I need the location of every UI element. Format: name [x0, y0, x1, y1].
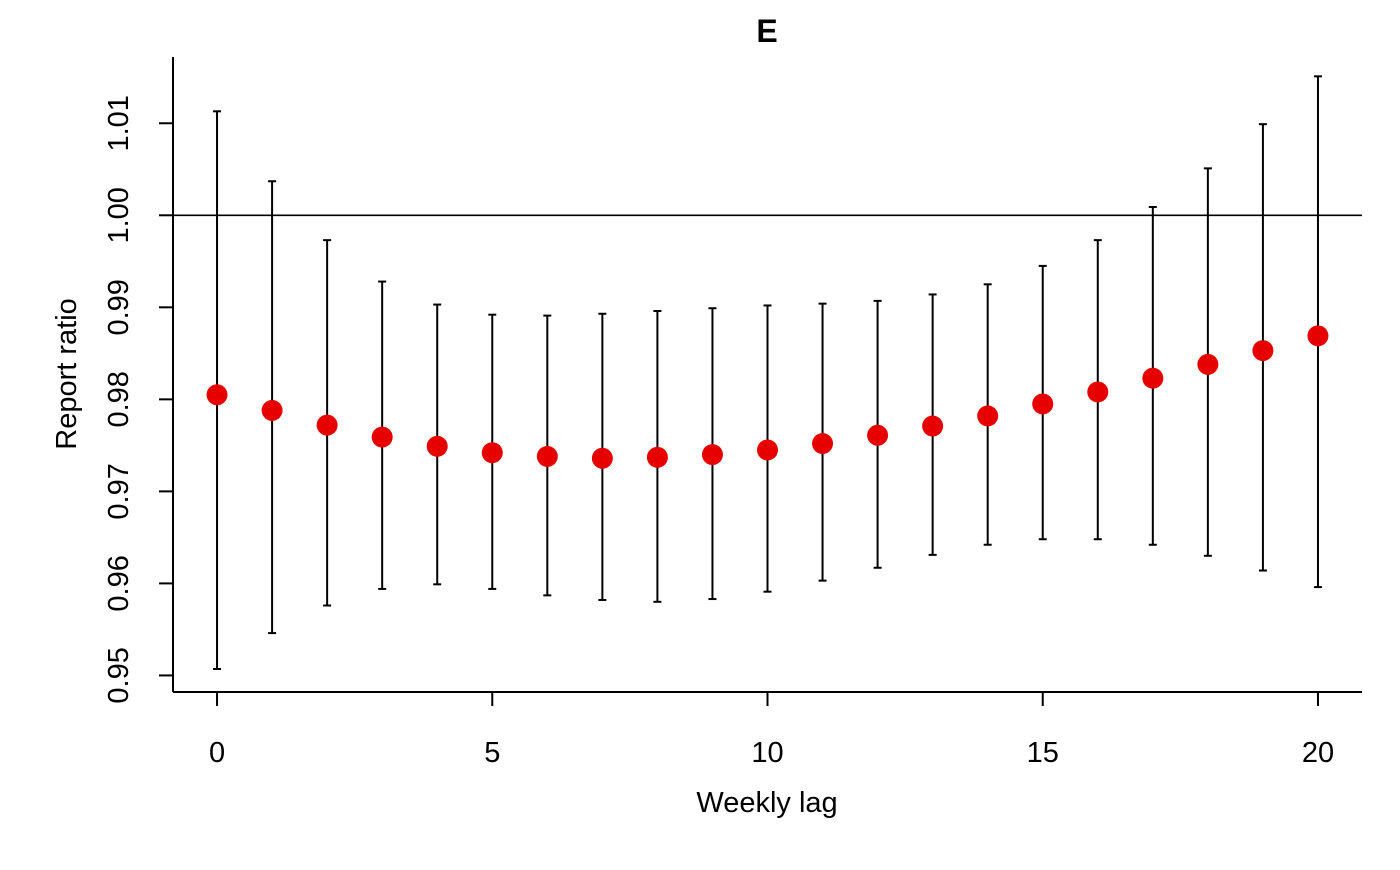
- data-point: [371, 426, 393, 448]
- data-point: [591, 447, 613, 469]
- y-tick-label: 0.95: [103, 647, 135, 703]
- data-point: [206, 384, 228, 406]
- data-point: [1087, 381, 1109, 403]
- x-tick-label: 5: [484, 737, 500, 769]
- data-point: [757, 439, 778, 461]
- y-tick-label: 1.00: [103, 187, 135, 243]
- data-point: [481, 442, 503, 464]
- x-ticks: 0 5 10 15 20: [209, 692, 1334, 769]
- x-tick-label: 20: [1302, 737, 1334, 769]
- data-point: [1142, 367, 1164, 389]
- data-point: [316, 414, 338, 436]
- data-point: [867, 424, 889, 446]
- data-point: [261, 399, 283, 421]
- y-tick-label: 0.96: [103, 555, 135, 611]
- data-point: [1307, 325, 1329, 347]
- y-ticks: 0.95 0.96 0.97 0.98 0.99 1.00 1.01: [103, 95, 173, 704]
- y-tick-label: 1.01: [103, 95, 135, 151]
- data-point: [426, 435, 448, 457]
- y-tick-label: 0.99: [103, 279, 135, 335]
- y-tick-label: 0.97: [103, 463, 135, 519]
- x-tick-label: 0: [209, 737, 225, 769]
- data-point: [1197, 353, 1219, 375]
- x-tick-label: 10: [751, 737, 783, 769]
- y-axis-label: Report ratio: [51, 298, 83, 450]
- data-point: [977, 405, 999, 427]
- x-tick-label: 15: [1027, 737, 1059, 769]
- data-points: [206, 325, 1329, 469]
- data-point: [812, 433, 834, 455]
- y-tick-label: 0.98: [103, 371, 135, 427]
- data-point: [646, 446, 668, 468]
- data-point: [1252, 340, 1274, 362]
- x-axis-label: Weekly lag: [696, 787, 837, 819]
- chart-title: E: [756, 13, 777, 49]
- data-point: [701, 444, 723, 466]
- data-point: [1032, 393, 1054, 415]
- data-point: [536, 445, 558, 467]
- data-point: [922, 415, 944, 437]
